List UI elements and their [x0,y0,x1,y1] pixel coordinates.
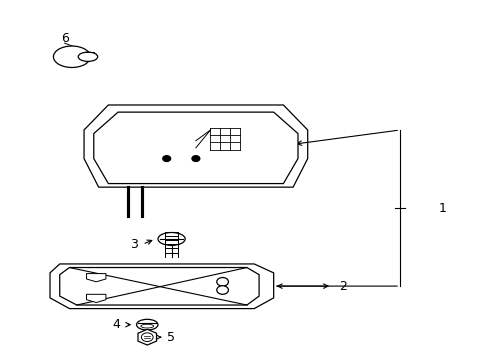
Ellipse shape [141,324,153,328]
Circle shape [141,333,153,342]
Polygon shape [86,274,106,282]
Text: 5: 5 [166,331,174,344]
Polygon shape [86,294,106,302]
Text: 4: 4 [112,318,120,331]
Circle shape [216,286,228,294]
Circle shape [192,156,200,161]
Polygon shape [84,105,307,187]
Text: 6: 6 [61,32,68,45]
Text: 3: 3 [129,238,137,251]
Ellipse shape [158,233,185,246]
Text: 2: 2 [339,280,346,293]
Ellipse shape [78,52,98,62]
Text: 1: 1 [438,202,446,215]
Polygon shape [138,329,156,345]
Circle shape [216,278,228,286]
Circle shape [163,156,170,161]
Polygon shape [60,267,259,305]
Polygon shape [50,264,273,309]
Ellipse shape [136,319,158,330]
Ellipse shape [53,46,90,67]
Polygon shape [94,112,297,184]
